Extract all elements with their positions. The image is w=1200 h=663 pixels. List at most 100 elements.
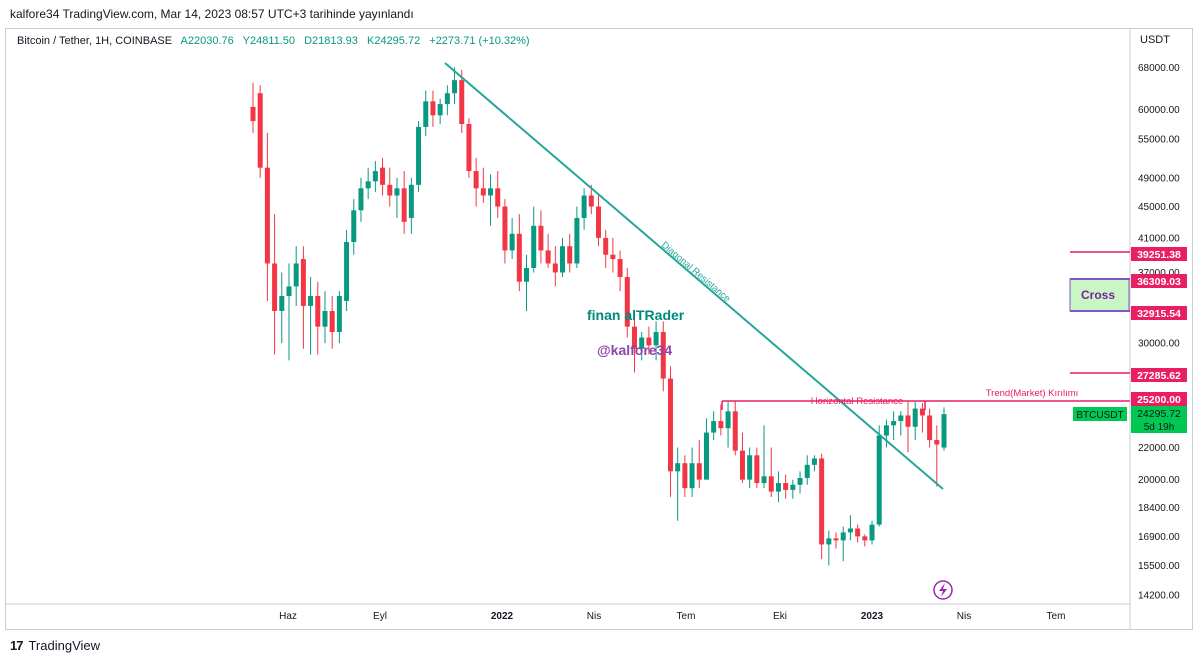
candle-body <box>790 484 796 490</box>
candle-body <box>840 532 846 541</box>
candle-body <box>538 225 544 251</box>
price-tick-label: 37000.00 <box>1138 268 1180 279</box>
candle-body <box>631 326 637 349</box>
price-level-tag-text: 25200.00 <box>1137 394 1181 406</box>
candle-body <box>833 538 839 541</box>
legend-close: K24295.72 <box>366 35 421 47</box>
candle-body <box>300 259 306 306</box>
candle-body <box>804 464 810 478</box>
trend-break-label: Trend(Market) Kırılımı <box>986 388 1079 399</box>
horizontal-resistance-label: Horizontal Resistance <box>811 396 903 407</box>
candle-body <box>739 450 745 480</box>
candle-body <box>293 263 299 287</box>
candle-body <box>898 415 904 422</box>
price-level-tag <box>1131 274 1187 288</box>
candle-body <box>516 233 522 282</box>
price-level-tag <box>1131 392 1187 406</box>
candle-body <box>329 310 335 333</box>
candle-body <box>437 104 443 116</box>
candle-body <box>775 483 781 492</box>
candle-body <box>862 536 868 541</box>
candle-body <box>718 421 724 429</box>
candle-body <box>502 206 508 251</box>
candle-body <box>927 415 933 440</box>
candle-body <box>905 415 911 427</box>
time-tick-label: Eki <box>773 611 787 622</box>
legend-high: Y24811.50 <box>242 35 296 47</box>
candle-body <box>387 184 393 196</box>
candle-body <box>552 263 558 273</box>
time-tick-label: 2022 <box>491 611 514 622</box>
candle-body <box>696 463 702 480</box>
candle-body <box>524 267 530 282</box>
candle-body <box>761 476 767 484</box>
time-tick-label: Nis <box>587 611 601 622</box>
candle-body <box>344 242 350 301</box>
candle-body <box>883 425 889 436</box>
candle-body <box>416 126 422 185</box>
time-tick-label: Tem <box>677 611 696 622</box>
price-tick-label: 14200.00 <box>1138 591 1180 602</box>
candle-body <box>380 167 386 185</box>
price-level-tag-text: 32915.54 <box>1137 308 1181 320</box>
legend-symbol[interactable]: Bitcoin / Tether, 1H, COINBASE <box>17 35 173 47</box>
candle-body <box>272 263 278 311</box>
candle-body <box>891 421 897 426</box>
legend-low: D21813.93 <box>304 35 358 47</box>
last-price-value: 24295.72 <box>1137 408 1181 420</box>
time-tick-label: Eyl <box>373 611 387 622</box>
candle-body <box>430 101 436 116</box>
price-tick-label: 49000.00 <box>1138 173 1180 184</box>
time-tick-label: 2023 <box>861 611 884 622</box>
candle-body <box>869 524 875 541</box>
candle-body <box>855 528 861 537</box>
candle-body <box>394 188 400 196</box>
symbol-tag-text: BTCUSDT <box>1076 410 1123 421</box>
candle-body <box>560 246 566 273</box>
candle-body <box>336 296 342 333</box>
candle-body <box>783 483 789 490</box>
price-level-tag-text: 39251.38 <box>1137 249 1181 261</box>
candle-body <box>660 332 666 379</box>
chart-frame <box>5 28 1193 630</box>
symbol-tag <box>1073 407 1127 421</box>
candle-body <box>509 233 515 251</box>
price-tick-label: 41000.00 <box>1138 233 1180 244</box>
candle-body <box>703 432 709 480</box>
candle-body <box>603 237 609 255</box>
candle-body <box>279 296 285 311</box>
price-level-tag-text: 36309.03 <box>1137 276 1181 288</box>
candle-body <box>408 184 414 218</box>
price-tick-label: 22000.00 <box>1138 443 1180 454</box>
cross-box <box>1069 278 1130 312</box>
time-tick-label: Haz <box>279 611 297 622</box>
candle-body <box>264 167 270 264</box>
price-tick-label: 16900.00 <box>1138 532 1180 543</box>
candle-body <box>351 210 357 243</box>
candle-body <box>768 476 774 492</box>
candle-body <box>574 217 580 264</box>
candle-body <box>596 206 601 238</box>
lightning-icon-bolt <box>939 583 947 597</box>
candle-body <box>372 171 378 182</box>
diagonal-resistance-line <box>444 62 944 490</box>
candle-body <box>423 101 429 127</box>
candle-body <box>934 439 940 445</box>
candle-body <box>732 411 738 451</box>
candle-body <box>617 259 623 278</box>
candle-body <box>545 250 551 264</box>
legend-open: A22030.76 <box>180 35 234 47</box>
candle-body <box>876 435 882 525</box>
candle-body <box>811 458 817 465</box>
candle-body <box>322 310 328 327</box>
candle-body <box>667 378 673 472</box>
footer: 17 TradingView <box>10 638 100 653</box>
last-price-tag <box>1131 406 1187 433</box>
candle-body <box>488 188 494 196</box>
candle-body <box>257 93 263 168</box>
candle-body <box>919 408 925 416</box>
candle-body <box>444 93 450 105</box>
price-tick-label: 18400.00 <box>1138 503 1180 514</box>
cross-label: Cross <box>1081 288 1115 302</box>
